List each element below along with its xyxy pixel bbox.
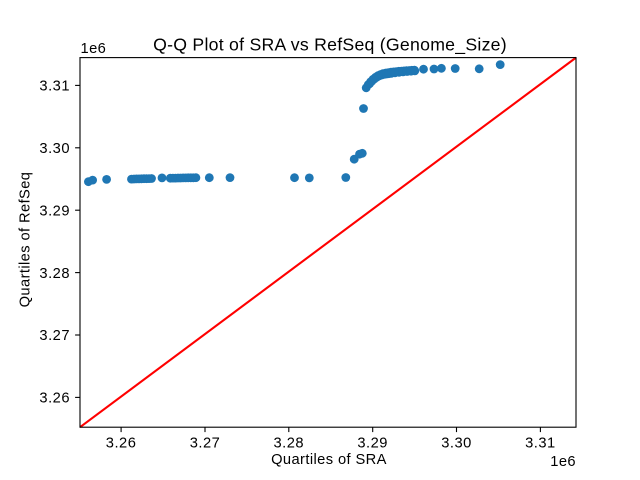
svg-text:1e6: 1e6 (81, 41, 107, 57)
svg-text:Quartiles of RefSeq: Quartiles of RefSeq (18, 172, 34, 308)
svg-text:3.31: 3.31 (39, 79, 70, 95)
svg-text:3.29: 3.29 (357, 435, 388, 451)
svg-text:Q-Q Plot of SRA vs RefSeq (Gen: Q-Q Plot of SRA vs RefSeq (Genome_Size) (153, 35, 507, 56)
svg-text:1e6: 1e6 (550, 454, 576, 470)
svg-text:Quartiles of SRA: Quartiles of SRA (271, 452, 387, 468)
svg-text:3.31: 3.31 (525, 435, 556, 451)
svg-text:3.27: 3.27 (190, 435, 221, 451)
svg-text:3.28: 3.28 (39, 266, 70, 282)
svg-text:3.29: 3.29 (39, 203, 70, 219)
svg-text:3.27: 3.27 (39, 328, 70, 344)
svg-text:3.26: 3.26 (106, 435, 137, 451)
svg-text:3.30: 3.30 (441, 435, 472, 451)
svg-text:3.30: 3.30 (39, 141, 70, 157)
svg-text:3.28: 3.28 (274, 435, 305, 451)
svg-text:3.26: 3.26 (39, 391, 70, 407)
